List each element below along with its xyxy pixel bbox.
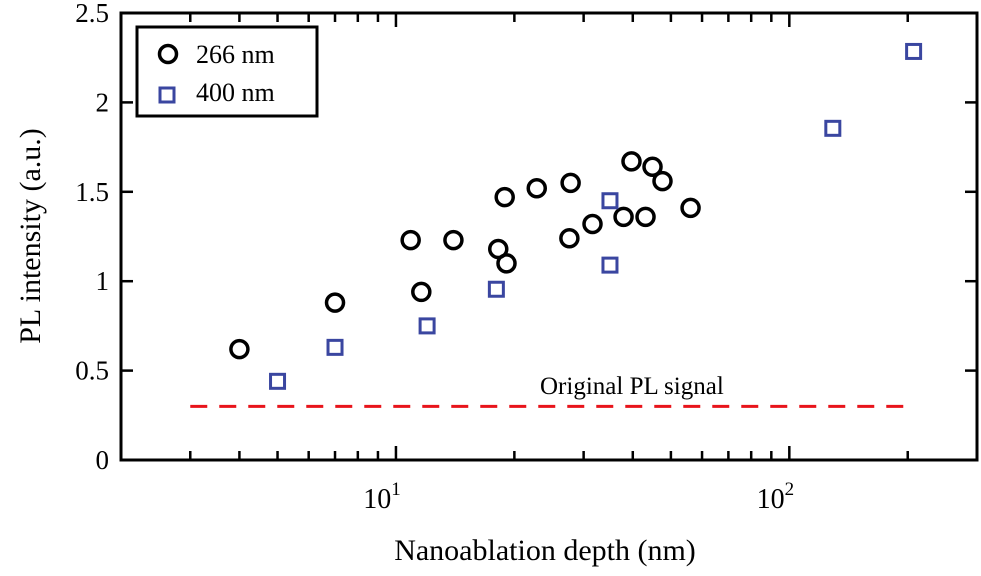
x-axis-label: Nanoablation depth (nm) bbox=[394, 534, 696, 567]
y-tick-label: 1 bbox=[96, 266, 110, 296]
data-point-266nm bbox=[559, 228, 580, 249]
data-point-400nm bbox=[487, 280, 505, 298]
data-point-266nm bbox=[400, 229, 421, 251]
data-point-400nm bbox=[824, 119, 842, 137]
data-points bbox=[229, 42, 923, 390]
data-point-266nm bbox=[621, 151, 642, 172]
legend-marker-400 bbox=[158, 86, 176, 104]
y-axis-label: PL intensity (a.u.) bbox=[14, 128, 47, 344]
data-point-400nm bbox=[601, 256, 619, 274]
data-point-266nm bbox=[642, 156, 663, 178]
data-point-266nm bbox=[324, 292, 346, 313]
plot-frame bbox=[119, 11, 979, 462]
legend-label-400: 400 nm bbox=[196, 78, 275, 107]
data-point-266nm bbox=[443, 229, 464, 251]
y-tick-label: 1.5 bbox=[75, 177, 109, 207]
y-tick-label: 2.5 bbox=[75, 0, 109, 28]
data-point-266nm bbox=[680, 197, 701, 219]
reference-line-group: Original PL signal bbox=[190, 373, 908, 408]
y-tick-label: 2 bbox=[96, 87, 110, 117]
legend-marker-266 bbox=[157, 43, 179, 65]
y-tick-label: 0.5 bbox=[75, 356, 109, 386]
x-tick-label: 102 bbox=[757, 479, 795, 515]
data-point-266nm bbox=[560, 172, 581, 194]
y-tick-labels: 0 0.5 1 1.5 2 2.5 bbox=[75, 0, 109, 475]
legend: 266 nm 400 nm bbox=[135, 25, 319, 118]
legend-label-266: 266 nm bbox=[196, 40, 275, 69]
data-point-400nm bbox=[269, 372, 287, 390]
data-point-266nm bbox=[494, 186, 515, 208]
reference-line-label: Original PL signal bbox=[540, 373, 724, 400]
data-point-266nm bbox=[652, 170, 673, 192]
y-tick-label: 0 bbox=[96, 445, 110, 475]
x-tick-labels: 101 102 bbox=[363, 479, 794, 515]
data-point-266nm bbox=[496, 253, 517, 274]
data-point-400nm bbox=[418, 317, 436, 335]
data-point-266nm bbox=[411, 281, 432, 303]
data-point-266nm bbox=[229, 338, 250, 360]
data-point-400nm bbox=[905, 42, 923, 60]
data-point-266nm bbox=[526, 177, 548, 199]
data-point-266nm bbox=[635, 206, 656, 228]
data-point-266nm bbox=[613, 206, 634, 228]
data-point-400nm bbox=[601, 192, 619, 210]
data-point-400nm bbox=[326, 338, 344, 356]
data-point-266nm bbox=[582, 213, 603, 235]
x-tick-label: 101 bbox=[363, 479, 401, 515]
